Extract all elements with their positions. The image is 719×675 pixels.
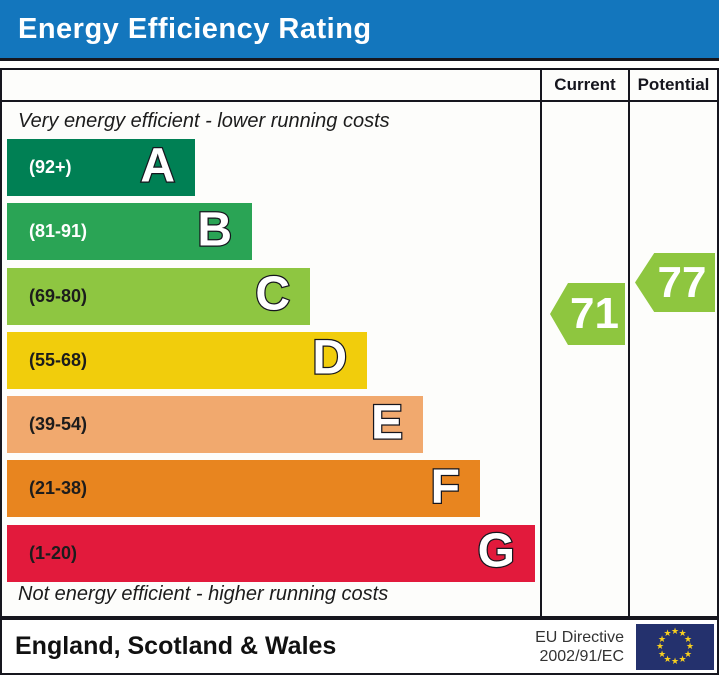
eu-flag-star-icon: ★ xyxy=(657,648,667,659)
eu-flag-star-icon: ★ xyxy=(678,653,687,664)
eu-flag-star-icon: ★ xyxy=(670,626,680,636)
band-range-label: (92+) xyxy=(29,157,72,177)
band-letter: C xyxy=(254,267,291,321)
band-row-g: (1-20) G xyxy=(7,524,535,582)
region-label: England, Scotland & Wales xyxy=(15,632,337,660)
band-range-label: (55-68) xyxy=(29,349,88,370)
band-letter: G xyxy=(476,524,516,578)
band-letter: E xyxy=(370,396,405,450)
band-range-label: (21-38) xyxy=(29,478,88,499)
header-cell-chart xyxy=(2,70,542,102)
eu-flag-star-icon: ★ xyxy=(657,633,667,644)
eu-directive-line2: 2002/91/EC xyxy=(539,647,624,665)
band-range-label: (69-80) xyxy=(29,285,88,306)
band-chart-area: Very energy efficient - lower running co… xyxy=(2,102,542,616)
header-cell-potential: Potential xyxy=(630,70,717,102)
eu-flag-star-icon: ★ xyxy=(683,648,693,659)
potential-column-header: Potential xyxy=(637,75,710,94)
footer-bar: England, Scotland & Wales EU Directive 2… xyxy=(0,618,719,675)
potential-rating-arrow: 77 xyxy=(635,253,715,312)
band-range-label: (1-20) xyxy=(29,542,78,563)
current-column-header: Current xyxy=(554,75,616,94)
band-row-e: (39-54) E xyxy=(7,396,423,453)
eu-flag-star-icon: ★ xyxy=(685,641,695,651)
band-row-b: (81-91) B xyxy=(7,203,252,261)
current-column-body: 71 xyxy=(542,102,630,616)
eu-directive-line1: EU Directive xyxy=(535,628,624,646)
band-row-d: (55-68) D xyxy=(7,331,367,389)
rating-table: Current Potential Very energy efficient … xyxy=(0,68,719,618)
eu-flag-star-icon: ★ xyxy=(663,628,672,638)
eu-flag-star-icon: ★ xyxy=(663,653,672,664)
band-letter: F xyxy=(429,460,461,514)
band-row-c: (69-80) C xyxy=(7,267,310,325)
eu-flag-star-icon: ★ xyxy=(678,628,687,638)
band-range-label: (81-91) xyxy=(29,221,88,242)
band-letter: A xyxy=(139,139,176,193)
potential-rating-value: 77 xyxy=(657,257,707,307)
header-cell-current: Current xyxy=(542,70,630,102)
band-letter: D xyxy=(311,331,348,385)
current-rating-arrow: 71 xyxy=(550,283,625,345)
current-rating-value: 71 xyxy=(570,289,619,338)
title-bar: Energy Efficiency Rating xyxy=(0,0,719,61)
band-row-a: (92+) A xyxy=(7,139,195,196)
band-range-label: (39-54) xyxy=(29,414,88,434)
eu-flag: ★ ★ ★ ★ ★ ★ ★ ★ ★ ★ ★ ★ xyxy=(636,623,714,670)
eu-flag-star-icon: ★ xyxy=(655,641,665,651)
eu-flag-star-icon: ★ xyxy=(683,633,693,644)
eu-directive-label: EU Directive 2002/91/EC xyxy=(535,628,624,666)
top-caption: Very energy efficient - lower running co… xyxy=(18,110,390,132)
bottom-caption: Not energy efficient - higher running co… xyxy=(18,583,389,605)
band-row-f: (21-38) F xyxy=(7,460,480,518)
page-title: Energy Efficiency Rating xyxy=(18,13,372,45)
band-letter: B xyxy=(196,203,233,257)
eu-flag-star-icon: ★ xyxy=(670,656,680,666)
potential-column-body: 77 xyxy=(630,102,717,616)
